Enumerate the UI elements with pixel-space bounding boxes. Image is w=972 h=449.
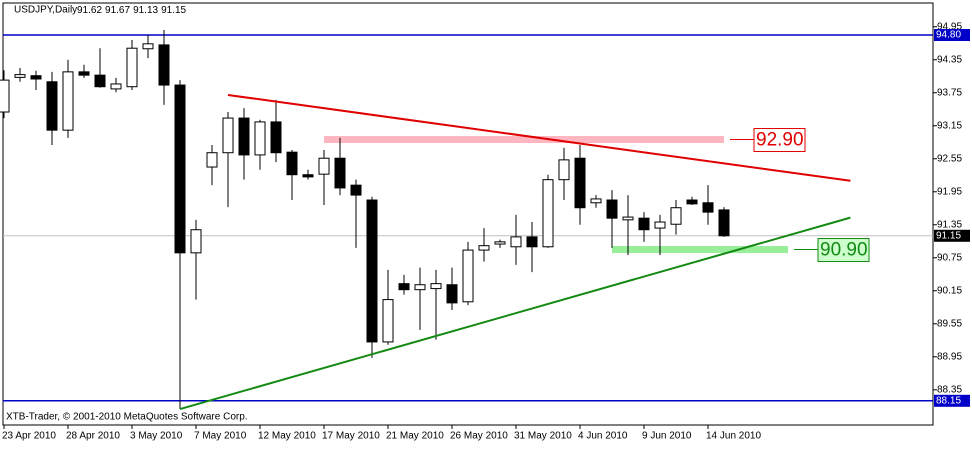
x-tick-label: 21 May 2010 [386,431,444,442]
candle-body [110,83,122,90]
candle-body [350,184,362,196]
candle-body [686,199,698,205]
level-label: 94.80 [936,30,961,41]
candle-body [638,217,650,231]
candle-body [462,249,474,303]
candle-body [590,198,602,204]
x-tick-label: 12 May 2010 [258,431,316,442]
plot-area [0,30,933,411]
y-tick-label: 90.75 [937,252,962,263]
ohlc-value: 91.62 [77,5,102,16]
candle-body [0,79,10,113]
ohlc-value: 91.67 [105,5,130,16]
zone-band [612,246,788,254]
candle-body [654,221,666,229]
y-tick-label: 94.95 [937,21,962,32]
candle-body [718,209,730,237]
chart-title: USDJPY,Daily [14,5,77,16]
candle-body [574,157,586,209]
y-tick-label: 93.75 [937,87,962,98]
candle-body [366,199,378,343]
candle-body [606,199,618,219]
level-label: 88.15 [936,395,961,406]
footer: XTB-Trader, © 2001-2010 MetaQuotes Softw… [6,412,248,423]
y-tick-label: 88.95 [937,351,962,362]
x-tick-label: 9 Jun 2010 [642,431,692,442]
candle-body [270,121,282,154]
candle-body [190,229,202,254]
y-tick-label: 91.35 [937,219,962,230]
y-tick-label: 90.15 [937,285,962,296]
candle-body [542,179,554,248]
trend-line [227,93,851,182]
y-tick-label: 92.55 [937,153,962,164]
level-label-box [934,229,970,242]
candle-body [670,207,682,225]
candle-body [78,71,90,76]
zone-band [324,136,724,144]
zone-label: 92.90 [756,130,804,151]
trend-line [179,216,851,411]
x-tick-label: 7 May 2010 [194,431,247,442]
candle-body [494,241,506,245]
candle-body [94,74,106,88]
candle-body [478,245,490,251]
plot-frame [2,2,934,426]
candle-body [318,157,330,175]
x-tick-label: 23 Apr 2010 [2,431,56,442]
x-tick-label: 3 May 2010 [130,431,183,442]
zone-label: 90.90 [820,240,868,261]
level-label: 91.15 [936,230,961,241]
candle-body [238,117,250,156]
candle-body [430,283,442,290]
candle-body [14,74,26,78]
y-tick-label: 89.55 [937,318,962,329]
candle-body [334,157,346,189]
zone-label-box [817,238,870,263]
candle-body [398,283,410,291]
level-label-box [934,394,970,407]
candle-body [30,75,42,80]
candle-body [622,216,634,221]
x-tick-label: 28 Apr 2010 [66,431,120,442]
x-tick-label: 14 Jun 2010 [706,431,761,442]
candle-body [62,71,74,131]
x-tick-label: 26 May 2010 [450,431,508,442]
level-label-box [934,29,970,42]
candle-body [702,202,714,213]
ohlc-readout: 91.62 91.67 91.13 91.15 [77,5,187,16]
candle-body [414,284,426,291]
x-tick-label: 31 May 2010 [514,431,572,442]
candle-body [126,47,138,88]
candle-body [286,151,298,176]
candle-body [254,121,266,156]
y-tick-label: 93.15 [937,120,962,131]
candle-body [222,117,234,154]
zone-label-box [753,128,806,153]
ohlc-value: 91.15 [161,5,186,16]
candle-body [510,236,522,248]
candle-body [142,43,154,50]
candle-body [158,44,170,86]
candle-body [526,236,538,248]
candle-body [302,174,314,178]
candle-body [446,284,458,304]
candle-body [558,159,570,181]
y-tick-label: 88.35 [937,384,962,395]
x-tick-label: 4 Jun 2010 [578,431,628,442]
ohlc-value: 91.13 [133,5,158,16]
x-tick-label: 17 May 2010 [322,431,380,442]
candle-body [174,84,186,254]
y-tick-label: 91.95 [937,186,962,197]
candle-body [382,299,394,343]
candle-body [206,152,218,168]
y-tick-label: 94.35 [937,54,962,65]
candle-body [46,81,58,131]
